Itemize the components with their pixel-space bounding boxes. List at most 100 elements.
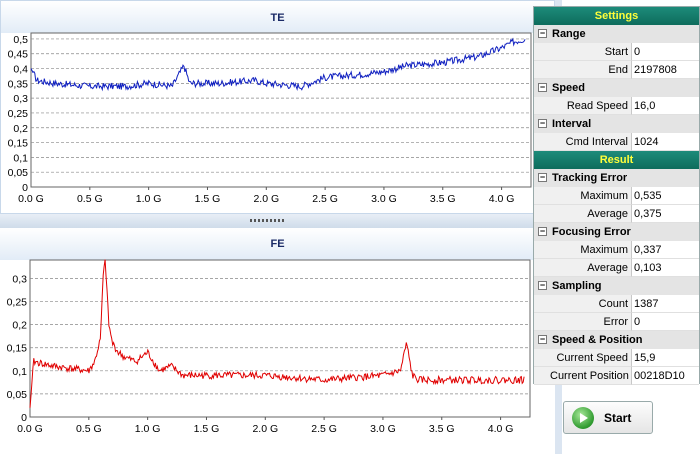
y-tick-label: 0,25 <box>8 108 29 120</box>
y-tick-label: 0,2 <box>12 320 27 332</box>
property-row[interactable]: Start 0 <box>534 43 699 61</box>
collapse-icon[interactable]: − <box>538 334 547 344</box>
collapse-icon[interactable]: − <box>538 226 547 236</box>
property-row[interactable]: Cmd Interval 1024 <box>534 133 699 151</box>
category-speed[interactable]: − Speed <box>534 79 699 97</box>
property-row[interactable]: Current Speed 15,9 <box>534 349 699 367</box>
y-tick-label: 0,15 <box>7 343 28 355</box>
category-label: Speed <box>552 82 586 94</box>
result-section: − Tracking Error Maximum 0,535 Average 0,375−… <box>534 169 699 385</box>
x-tick-label: 3.0 G <box>371 193 397 205</box>
property-row[interactable]: Average 0,375 <box>534 205 699 223</box>
splitter-grip[interactable] <box>250 219 286 222</box>
category-sampling[interactable]: − Sampling <box>534 277 699 295</box>
property-value[interactable]: 00218D10 <box>632 367 699 385</box>
y-tick-label: 0,1 <box>12 366 27 378</box>
property-label: Cmd Interval <box>534 133 632 151</box>
y-tick-label: 0,2 <box>13 123 28 135</box>
y-tick-label: 0,5 <box>13 34 28 46</box>
settings-section: − Range Start 0 End 2197808− Speed Read Speed 16… <box>534 25 699 151</box>
property-row[interactable]: Current Position 00218D10 <box>534 367 699 385</box>
y-tick-label: 0 <box>21 412 27 424</box>
x-tick-label: 0.5 G <box>77 193 103 205</box>
collapse-icon[interactable]: − <box>538 28 547 38</box>
y-tick-label: 0,25 <box>7 297 28 309</box>
x-tick-label: 2.5 G <box>312 193 338 205</box>
collapse-icon[interactable]: − <box>538 172 547 182</box>
te-chart-title: TE <box>270 12 285 24</box>
y-tick-label: 0,4 <box>13 64 28 76</box>
collapse-icon[interactable]: − <box>538 118 547 128</box>
y-tick-label: 0,15 <box>8 138 29 150</box>
property-value[interactable]: 2197808 <box>632 61 699 79</box>
property-value[interactable]: 1387 <box>632 295 699 313</box>
x-tick-label: 2.5 G <box>311 423 337 435</box>
result-header: Result <box>534 151 699 169</box>
property-value[interactable]: 0 <box>632 313 699 331</box>
property-value[interactable]: 0,103 <box>632 259 699 277</box>
property-value[interactable]: 0,535 <box>632 187 699 205</box>
property-row[interactable]: Maximum 0,337 <box>534 241 699 259</box>
property-label: Average <box>534 259 632 277</box>
te-chart-header <box>1 1 554 33</box>
property-grid: Settings − Range Start 0 End 2197808− Speed Rea… <box>533 6 700 385</box>
property-label: Average <box>534 205 632 223</box>
x-tick-label: 0.0 G <box>17 423 43 435</box>
category-focusing-error[interactable]: − Focusing Error <box>534 223 699 241</box>
collapse-icon[interactable]: − <box>538 82 547 92</box>
property-label: Current Position <box>534 367 632 385</box>
property-value[interactable]: 0,337 <box>632 241 699 259</box>
play-icon <box>572 406 594 429</box>
x-tick-label: 1.0 G <box>135 423 161 435</box>
plot-area <box>30 32 532 188</box>
category-range[interactable]: − Range <box>534 25 699 43</box>
property-label: Start <box>534 43 632 61</box>
series-line <box>30 37 526 92</box>
category-label: Sampling <box>552 280 602 292</box>
start-button[interactable]: Start <box>563 401 653 434</box>
start-button-label: Start <box>604 410 632 425</box>
property-row[interactable]: Count 1387 <box>534 295 699 313</box>
category-interval[interactable]: − Interval <box>534 115 699 133</box>
property-label: Error <box>534 313 632 331</box>
category-label: Range <box>552 28 586 40</box>
x-tick-label: 3.5 G <box>430 193 456 205</box>
y-tick-label: 0 <box>22 182 28 194</box>
y-tick-label: 0,3 <box>13 93 28 105</box>
property-label: Count <box>534 295 632 313</box>
property-row[interactable]: Maximum 0,535 <box>534 187 699 205</box>
fe-chart: 0,3 0,25 0,2 0,15 0,1 0,05 00.0 G 0.5 G 1.0 G 1.5… <box>7 259 531 435</box>
plot-area <box>29 259 531 418</box>
chart-splitter[interactable] <box>0 214 555 228</box>
property-value[interactable]: 15,9 <box>632 349 699 367</box>
x-tick-label: 0.0 G <box>18 193 44 205</box>
property-value[interactable]: 0,375 <box>632 205 699 223</box>
property-row[interactable]: Average 0,103 <box>534 259 699 277</box>
te-chart: 0,5 0,45 0,4 0,35 0,3 0,25 0,2 0,15 0,1 0,05 00.0 … <box>8 32 532 205</box>
property-row[interactable]: Read Speed 16,0 <box>534 97 699 115</box>
property-label: Maximum <box>534 187 632 205</box>
x-tick-label: 2.0 G <box>253 193 279 205</box>
category-label: Focusing Error <box>552 226 631 238</box>
y-tick-label: 0,05 <box>7 389 28 401</box>
property-row[interactable]: End 2197808 <box>534 61 699 79</box>
x-tick-label: 1.0 G <box>136 193 162 205</box>
te-chart-panel: TE 0,5 0,45 0,4 0,35 0,3 0,25 0,2 0,15 0,1 0,05 0 0… <box>0 0 555 214</box>
y-tick-label: 0,05 <box>8 167 29 179</box>
x-tick-label: 4.0 G <box>489 193 515 205</box>
property-label: Read Speed <box>534 97 632 115</box>
x-tick-label: 1.5 G <box>195 193 221 205</box>
property-row[interactable]: Error 0 <box>534 313 699 331</box>
category-tracking-error[interactable]: − Tracking Error <box>534 169 699 187</box>
fe-chart-title: FE <box>270 238 285 250</box>
property-value[interactable]: 0 <box>632 43 699 61</box>
x-tick-label: 4.0 G <box>488 423 514 435</box>
collapse-icon[interactable]: − <box>538 280 547 290</box>
property-value[interactable]: 16,0 <box>632 97 699 115</box>
property-label: End <box>534 61 632 79</box>
property-value[interactable]: 1024 <box>632 133 699 151</box>
category-label: Tracking Error <box>552 172 628 184</box>
category-speed-position[interactable]: − Speed & Position <box>534 331 699 349</box>
settings-header: Settings <box>534 7 699 25</box>
x-tick-label: 3.0 G <box>370 423 396 435</box>
